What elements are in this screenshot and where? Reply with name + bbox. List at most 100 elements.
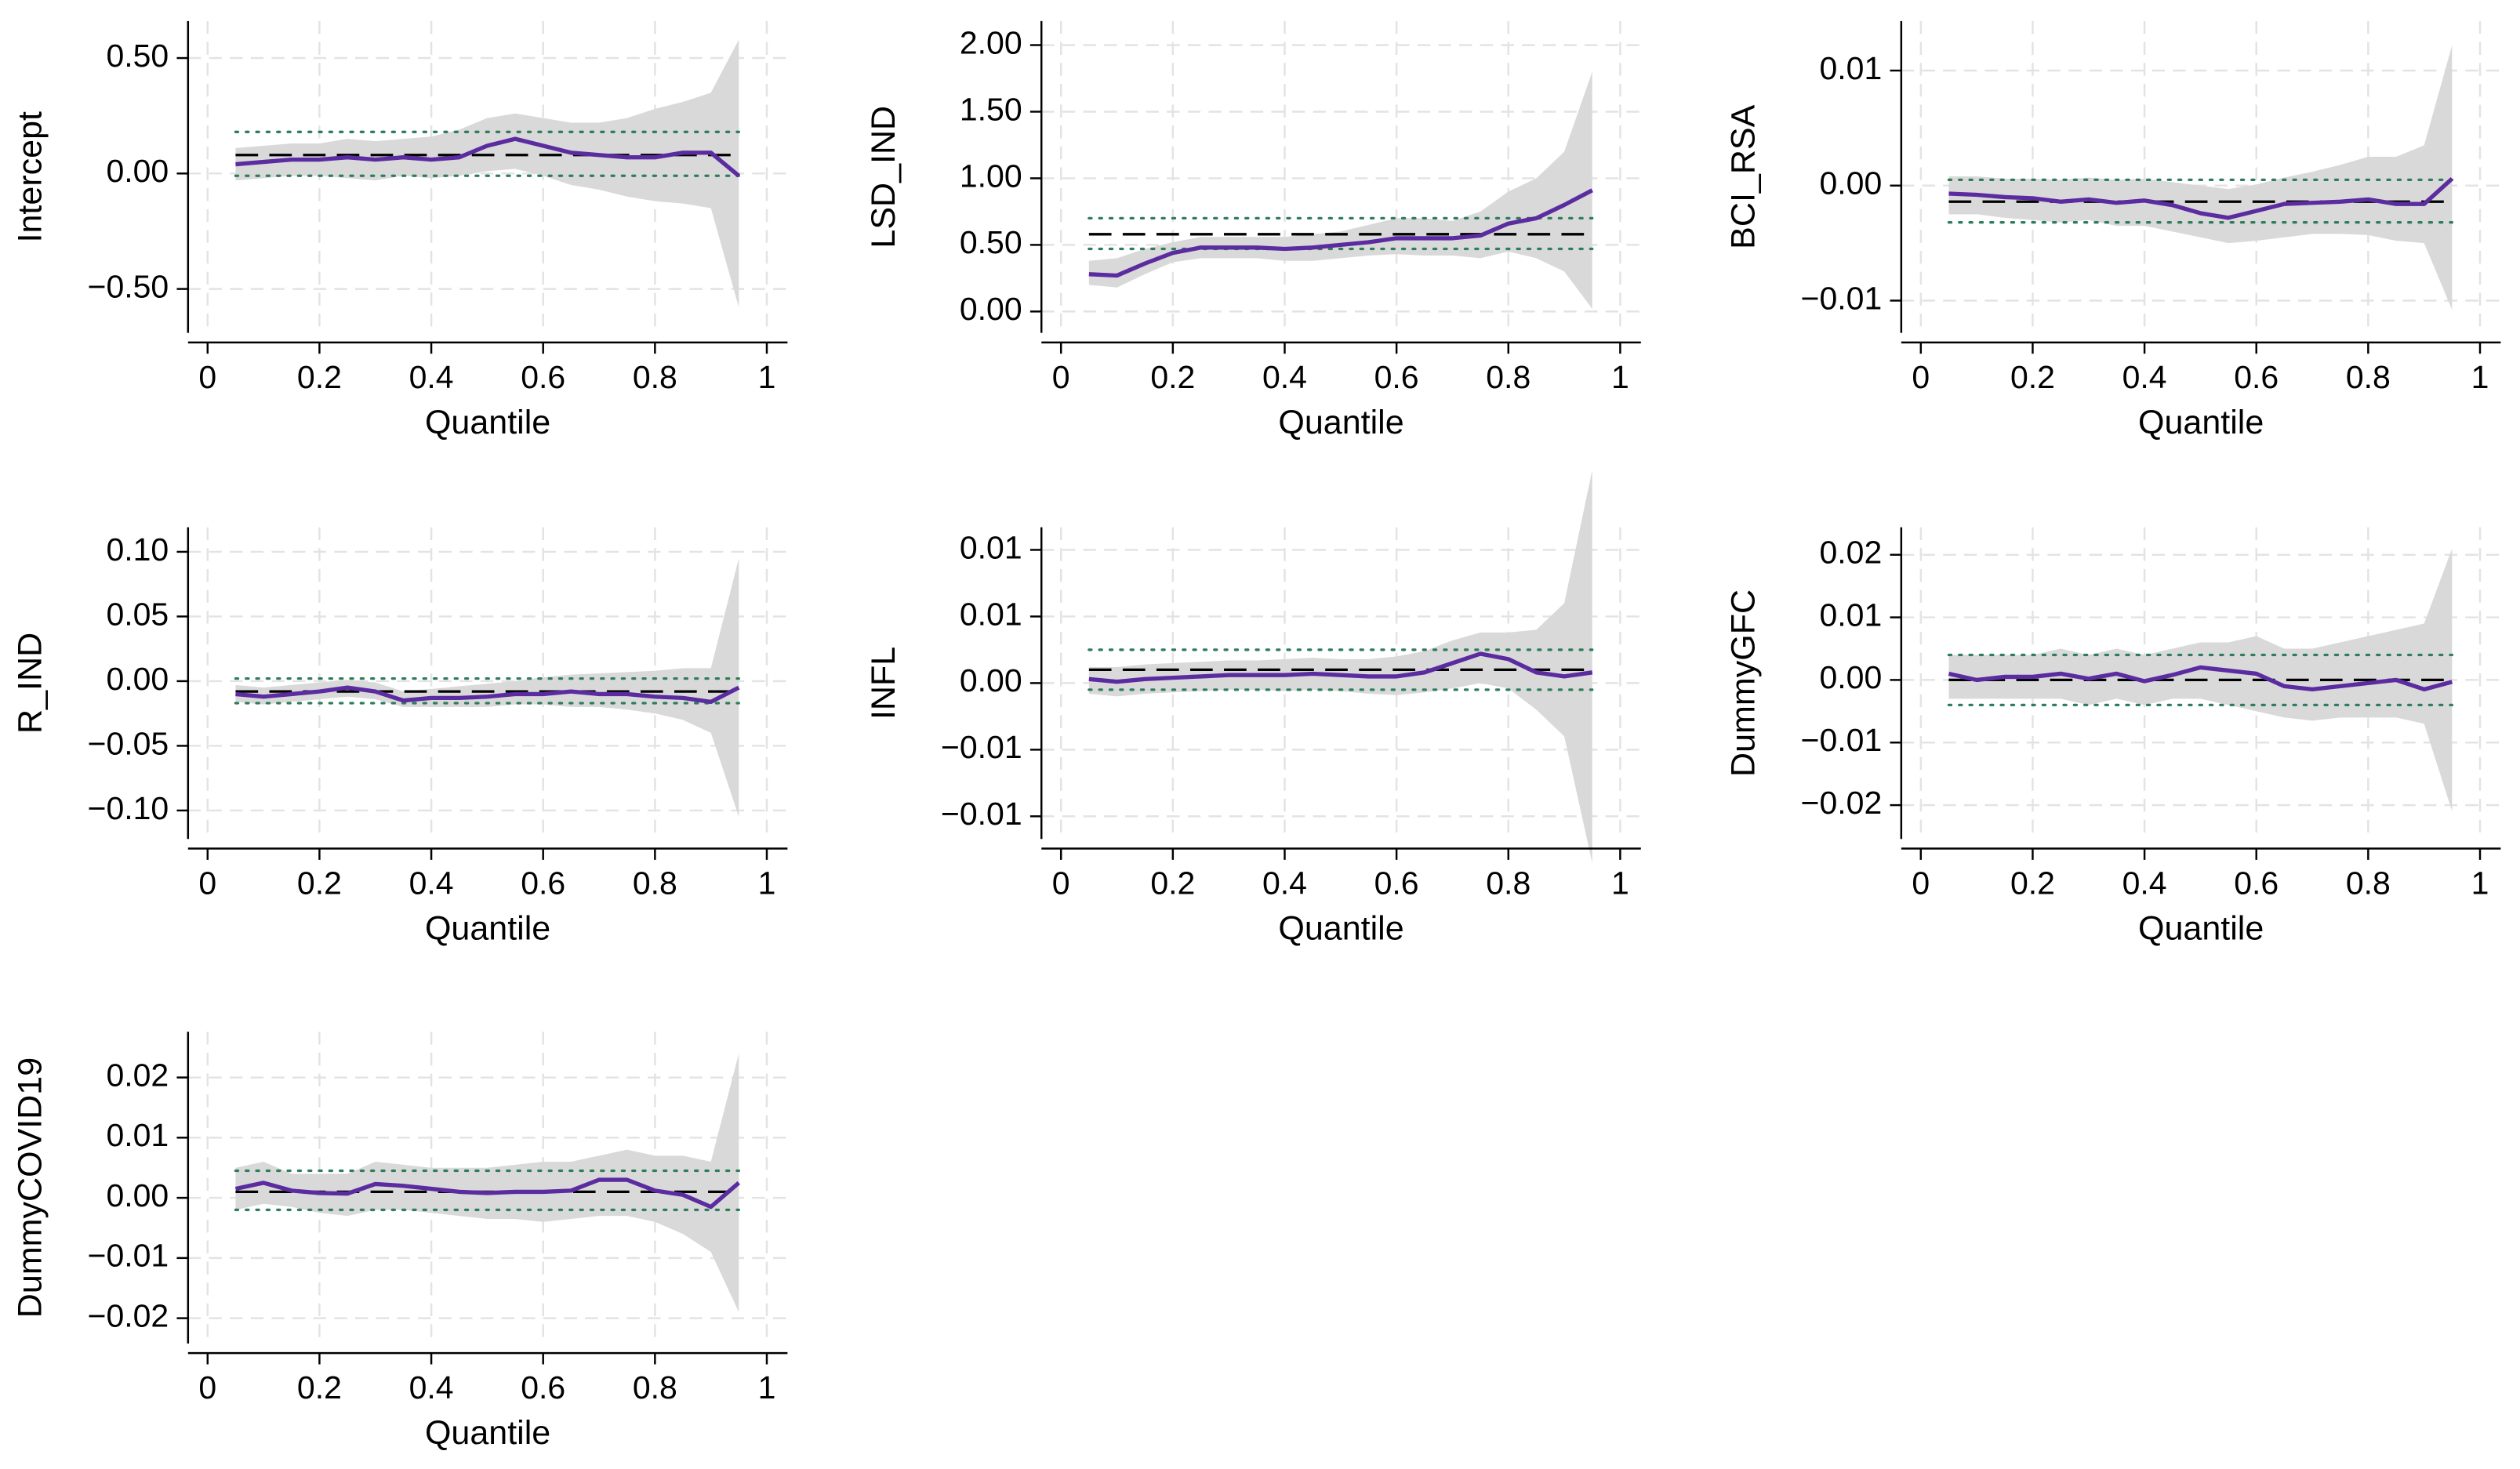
x-tick-label: 0 bbox=[198, 865, 216, 901]
x-tick-label: 0.2 bbox=[297, 865, 342, 901]
y-tick-label: −0.01 bbox=[1801, 722, 1883, 758]
y-tick-label: −0.02 bbox=[88, 1297, 169, 1333]
y-tick-label: −0.01 bbox=[941, 729, 1022, 765]
x-tick-label: 0 bbox=[1912, 359, 1930, 395]
y-tick-label: 0.00 bbox=[1819, 165, 1882, 201]
y-axis-label: R_IND bbox=[11, 633, 49, 734]
y-tick-label: −0.05 bbox=[88, 725, 169, 761]
panel: 0 0.2 0.4 0.6 0.8 1 0.02 0.01 0.00 −0.01 −0.02 Quan… bbox=[11, 1032, 788, 1452]
x-axis-label: Quantile bbox=[425, 404, 550, 441]
x-axis-label: Quantile bbox=[1278, 909, 1403, 947]
x-tick-label: 1 bbox=[2471, 865, 2489, 901]
y-tick-label: −0.10 bbox=[88, 790, 169, 826]
y-tick-label: 0.50 bbox=[960, 224, 1022, 260]
estimate-line bbox=[1088, 651, 1593, 684]
panel: 0 0.2 0.4 0.6 0.8 1 2.00 1.50 1.00 0.50 0.00 Quanti… bbox=[865, 20, 1641, 441]
panel: 0 0.2 0.4 0.6 0.8 1 0.50 0.00 −0.50 Quantile Inter… bbox=[11, 20, 788, 441]
x-tick-label: 0 bbox=[1052, 865, 1070, 901]
x-axis-label: Quantile bbox=[2138, 909, 2264, 947]
y-tick-label: 0.01 bbox=[960, 596, 1022, 632]
x-tick-label: 0.2 bbox=[2010, 359, 2055, 395]
y-tick-label: 0.01 bbox=[106, 1117, 169, 1153]
y-tick-label: 0.00 bbox=[960, 291, 1022, 327]
x-tick-label: 0 bbox=[1052, 359, 1070, 395]
y-tick-label: 1.00 bbox=[960, 158, 1022, 194]
x-tick-label: 0.2 bbox=[1150, 865, 1195, 901]
confidence-band bbox=[235, 558, 739, 818]
x-tick-label: 0 bbox=[1912, 865, 1930, 901]
x-tick-label: 0.6 bbox=[2234, 359, 2279, 395]
y-tick-label: 0.00 bbox=[960, 662, 1022, 698]
x-tick-label: 1 bbox=[758, 1369, 776, 1406]
x-tick-label: 0.2 bbox=[297, 359, 342, 395]
panel: 0 0.2 0.4 0.6 0.8 1 0.01 0.01 0.00 −0.01 −0.01 Quan… bbox=[865, 470, 1641, 947]
x-tick-label: 0.6 bbox=[521, 1369, 565, 1406]
panel: 0 0.2 0.4 0.6 0.8 1 0.01 0.00 −0.01 Quantile BCI_R… bbox=[1724, 20, 2501, 441]
x-tick-label: 0.2 bbox=[1150, 359, 1195, 395]
x-tick-label: 0.8 bbox=[633, 359, 677, 395]
confidence-band bbox=[235, 39, 739, 308]
estimate-line bbox=[1948, 176, 2454, 220]
x-tick-label: 0.8 bbox=[2346, 359, 2391, 395]
x-tick-label: 1 bbox=[1611, 865, 1629, 901]
y-tick-label: 1.50 bbox=[960, 91, 1022, 127]
x-axis-label: Quantile bbox=[1278, 404, 1403, 441]
y-axis-label: BCI_RSA bbox=[1724, 104, 1762, 248]
confidence-band bbox=[1088, 470, 1592, 863]
x-tick-label: 0 bbox=[198, 359, 216, 395]
y-tick-label: 0.00 bbox=[106, 1177, 169, 1213]
y-tick-label: 0.02 bbox=[1819, 535, 1882, 571]
x-tick-label: 1 bbox=[758, 865, 776, 901]
estimate-line bbox=[1948, 665, 2453, 692]
x-axis-label: Quantile bbox=[2138, 404, 2264, 441]
x-tick-label: 0.6 bbox=[521, 865, 565, 901]
x-tick-label: 0.6 bbox=[1374, 359, 1419, 395]
y-axis-label: Intercept bbox=[11, 111, 49, 242]
y-tick-label: −0.50 bbox=[88, 268, 169, 304]
x-tick-label: 1 bbox=[758, 359, 776, 395]
x-tick-label: 0.8 bbox=[633, 865, 677, 901]
x-tick-label: 0.4 bbox=[409, 865, 454, 901]
x-tick-label: 0.4 bbox=[409, 359, 454, 395]
confidence-band bbox=[1948, 45, 2453, 310]
y-tick-label: 0.50 bbox=[106, 38, 169, 74]
y-tick-label: 0.02 bbox=[106, 1057, 169, 1093]
y-tick-label: −0.02 bbox=[1801, 785, 1883, 821]
x-tick-label: 0.8 bbox=[2346, 865, 2391, 901]
confidence-band bbox=[1088, 71, 1592, 309]
y-tick-label: 2.00 bbox=[960, 24, 1022, 60]
y-axis-label: DummyGFC bbox=[1724, 589, 1762, 777]
y-axis-label: INFL bbox=[865, 647, 902, 720]
x-tick-label: 1 bbox=[1611, 359, 1629, 395]
x-tick-label: 0.4 bbox=[409, 1369, 454, 1406]
y-tick-label: 0.10 bbox=[106, 531, 169, 568]
y-tick-label: 0.05 bbox=[106, 596, 169, 632]
estimate-line bbox=[235, 136, 741, 178]
panel: 0 0.2 0.4 0.6 0.8 1 0.10 0.05 0.00 −0.05 −0.10 Quan… bbox=[11, 527, 788, 947]
y-tick-label: 0.01 bbox=[1819, 597, 1882, 633]
x-axis-label: Quantile bbox=[425, 1414, 550, 1452]
y-tick-label: 0.01 bbox=[1819, 50, 1882, 86]
x-tick-label: 0.8 bbox=[1486, 865, 1531, 901]
x-tick-label: 0.2 bbox=[297, 1369, 342, 1406]
x-tick-label: 0.4 bbox=[2122, 865, 2167, 901]
y-tick-label: 0.01 bbox=[960, 529, 1022, 565]
x-tick-label: 0.6 bbox=[1374, 865, 1419, 901]
y-tick-label: −0.01 bbox=[88, 1238, 169, 1274]
y-axis-label: LSD_IND bbox=[865, 106, 902, 248]
x-tick-label: 0.6 bbox=[521, 359, 565, 395]
panel: 0 0.2 0.4 0.6 0.8 1 0.02 0.01 0.00 −0.01 −0.02 Quan… bbox=[1724, 527, 2501, 947]
y-tick-label: 0.00 bbox=[106, 661, 169, 697]
y-tick-label: −0.01 bbox=[941, 796, 1022, 832]
estimate-line bbox=[1088, 188, 1593, 278]
y-axis-label: DummyCOVID19 bbox=[11, 1057, 49, 1318]
y-tick-label: −0.01 bbox=[1801, 280, 1883, 316]
y-tick-label: 0.00 bbox=[1819, 659, 1882, 695]
x-tick-label: 0.4 bbox=[1262, 359, 1307, 395]
x-axis-label: Quantile bbox=[425, 909, 550, 947]
estimate-line bbox=[234, 1177, 741, 1210]
x-tick-label: 0.8 bbox=[1486, 359, 1531, 395]
x-tick-label: 0.4 bbox=[1262, 865, 1307, 901]
confidence-band bbox=[235, 1053, 739, 1312]
